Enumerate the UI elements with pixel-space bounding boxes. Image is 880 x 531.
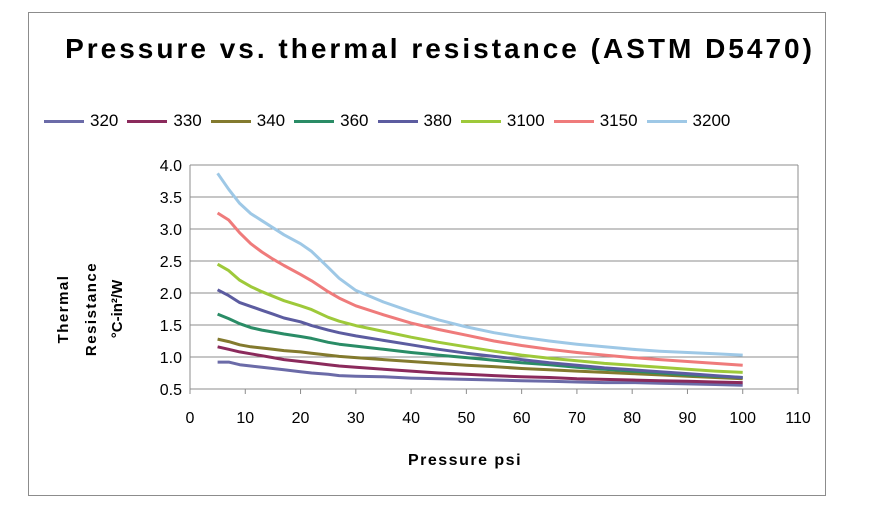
legend-label-380: 380	[423, 111, 452, 130]
series-line-3150	[216, 211, 743, 367]
legend-swatch-3100	[460, 119, 501, 123]
legend-label-360: 360	[340, 111, 369, 130]
chart-title: Pressure vs. thermal resistance (ASTM D5…	[65, 33, 815, 64]
legend-swatch-320	[44, 119, 84, 123]
x-tick-label: 70	[568, 410, 586, 427]
x-tick-label: 20	[292, 410, 310, 427]
legend-label-320: 320	[90, 111, 119, 130]
legend-item-380: 380	[377, 111, 452, 131]
legend-swatch-3150	[553, 119, 594, 123]
y-axis-label-line-1: Thermal	[55, 275, 72, 344]
x-tick-label: 90	[679, 410, 697, 427]
chart-legend: 320 330 340 360 380 3100 3150 3200	[44, 106, 739, 136]
legend-item-3100: 3100	[460, 111, 545, 131]
y-axis-label: Thermal Resistance °C-in²/W	[55, 262, 126, 356]
legend-item-3200: 3200	[646, 111, 731, 131]
y-axis-label-line-2: Resistance	[83, 262, 100, 356]
legend-item-360: 360	[294, 111, 369, 131]
legend-swatch-330	[127, 119, 168, 123]
series-line-330	[217, 345, 743, 385]
legend-item-320: 320	[44, 111, 118, 131]
legend-swatch-3200	[646, 119, 687, 123]
legend-swatch-360	[294, 119, 335, 123]
y-tick-label: 0.5	[160, 382, 182, 399]
legend-label-330: 330	[173, 111, 202, 130]
legend-label-3200: 3200	[692, 111, 731, 130]
x-tick-label: 100	[729, 410, 756, 427]
x-tick-label: 110	[785, 410, 811, 427]
x-tick-label: 40	[402, 410, 420, 427]
legend-item-3150: 3150	[553, 111, 638, 131]
legend-label-340: 340	[256, 111, 286, 130]
legend-swatch-340	[210, 119, 251, 123]
y-tick-label: 1.5	[160, 318, 182, 335]
y-tick-label: 3.0	[160, 222, 182, 239]
series-line-320	[217, 360, 743, 387]
y-tick-label: 2.0	[160, 286, 182, 303]
x-tick-label: 30	[347, 410, 365, 427]
y-tick-label: 3.5	[160, 190, 182, 207]
legend-swatch-380	[377, 119, 418, 123]
series-line-340	[217, 337, 743, 381]
y-tick-label: 4.0	[160, 158, 182, 175]
series-line-380	[216, 288, 743, 379]
y-tick-label: 2.5	[160, 254, 182, 271]
x-tick-label: 10	[236, 410, 254, 427]
legend-item-340: 340	[210, 111, 286, 131]
legend-label-3100: 3100	[506, 111, 545, 130]
x-tick-label: 0	[186, 410, 195, 427]
y-tick-label: 1.0	[160, 350, 182, 367]
x-tick-label: 60	[513, 410, 531, 427]
y-axis-label-line-3: °C-in²/W	[109, 279, 126, 338]
chart-frame	[28, 12, 826, 496]
legend-item-330: 330	[127, 111, 202, 131]
series-line-3200	[216, 172, 743, 357]
x-tick-label: 80	[623, 410, 641, 427]
x-axis-label: Pressure psi	[407, 452, 523, 469]
legend-label-3150: 3150	[599, 111, 638, 130]
x-tick-label: 50	[457, 410, 475, 427]
series-line-3100	[216, 262, 743, 374]
